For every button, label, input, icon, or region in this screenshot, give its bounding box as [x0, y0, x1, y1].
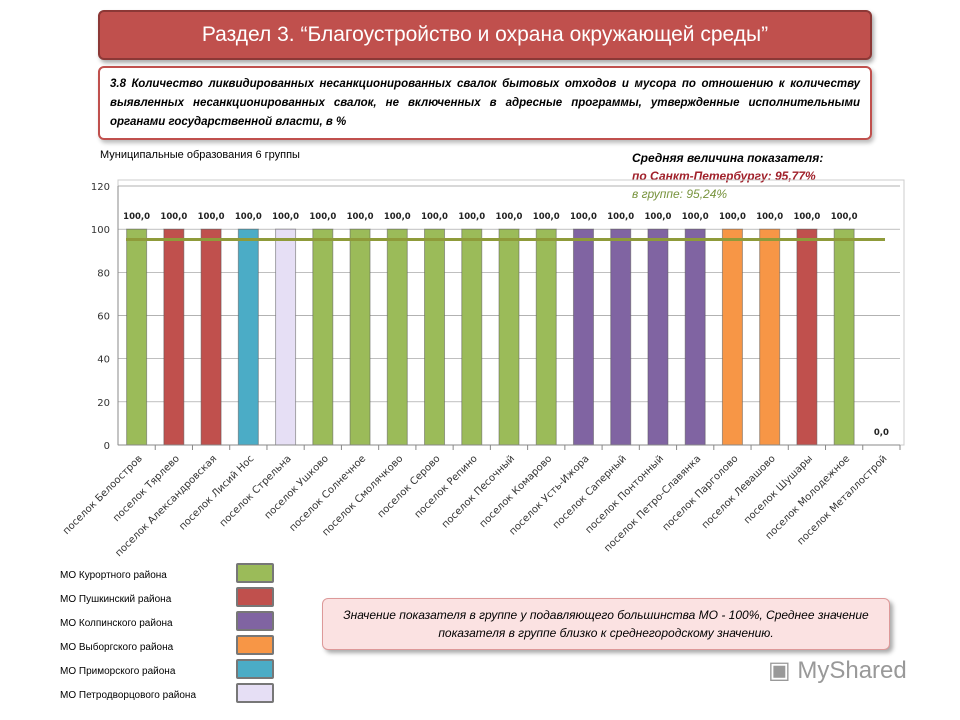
- logo: ▣ MyShared: [768, 657, 907, 684]
- data-label: 100,0: [309, 212, 336, 222]
- legend-label: МО Петродворцового района: [60, 690, 197, 701]
- bar: [572, 228, 594, 446]
- bar: [498, 228, 520, 446]
- legend-swatch: [236, 611, 274, 631]
- x-tick-label: поселок Стрельна: [218, 453, 294, 529]
- legend-swatch: [236, 563, 274, 583]
- bar: [461, 228, 483, 446]
- bar: [275, 228, 297, 446]
- y-tick-label: 40: [97, 355, 110, 366]
- bar: [126, 228, 148, 446]
- bar: [721, 228, 743, 446]
- bar: [237, 228, 259, 446]
- x-tick-label: поселок Левашово: [700, 453, 778, 531]
- note-box: Значение показателя в группе у подавляющ…: [322, 598, 890, 650]
- y-tick-label: 60: [97, 312, 110, 323]
- y-tick-label: 100: [91, 225, 110, 236]
- y-tick-label: 80: [97, 268, 110, 279]
- data-label: 100,0: [719, 212, 746, 222]
- data-label: 100,0: [235, 212, 262, 222]
- x-tick-label: поселок Тярлево: [111, 453, 182, 524]
- data-label: 100,0: [607, 212, 634, 222]
- legend-swatch: [236, 659, 274, 679]
- legend-label: МО Выборгского района: [60, 642, 174, 653]
- logo-text: MyShared: [797, 657, 907, 684]
- bar: [684, 228, 706, 446]
- x-tick-label: поселок Песочный: [440, 453, 517, 530]
- data-label: 100,0: [160, 212, 187, 222]
- group-label: Муниципальные образования 6 группы: [100, 149, 300, 161]
- bar: [796, 228, 818, 446]
- data-label: 100,0: [793, 212, 820, 222]
- data-label: 100,0: [570, 212, 597, 222]
- data-label: 100,0: [198, 212, 225, 222]
- x-tick-label: поселок Ушково: [263, 453, 331, 521]
- x-tick-label: поселок Серово: [376, 453, 443, 520]
- legend-label: МО Пушкинский района: [60, 594, 172, 605]
- bar: [424, 228, 446, 446]
- bar: [386, 228, 408, 446]
- page-title: Раздел 3. “Благоустройство и охрана окру…: [98, 10, 872, 60]
- x-tick-label: поселок Саперный: [551, 453, 629, 531]
- bar: [535, 228, 557, 446]
- legend-label: МО Курортного района: [60, 570, 167, 581]
- data-label: 100,0: [831, 212, 858, 222]
- legend-swatch: [236, 635, 274, 655]
- legend-swatch: [236, 683, 274, 703]
- average-heading: Средняя величина показателя:: [632, 151, 824, 165]
- bar: [349, 228, 371, 446]
- x-tick-label: поселок Репино: [413, 453, 480, 520]
- legend-swatch: [236, 587, 274, 607]
- data-label: 100,0: [458, 212, 485, 222]
- data-label: 100,0: [682, 212, 709, 222]
- data-label: 100,0: [272, 212, 299, 222]
- data-label: 100,0: [496, 212, 523, 222]
- bar: [759, 228, 781, 446]
- bar: [200, 228, 222, 446]
- legend-label: МО Колпинского района: [60, 618, 173, 629]
- indicator-description: 3.8 Количество ликвидированных несанкцио…: [98, 66, 872, 140]
- average-group: в группе: 95,24%: [632, 187, 728, 201]
- bar: [833, 228, 855, 446]
- bar: [647, 228, 669, 446]
- data-label: 100,0: [756, 212, 783, 222]
- bar: [610, 228, 632, 446]
- data-label: 100,0: [645, 212, 672, 222]
- x-tick-label: поселок Комарово: [478, 453, 555, 530]
- x-tick-label: поселок Парголово: [661, 453, 741, 533]
- data-label: 100,0: [123, 212, 150, 222]
- data-label: 100,0: [384, 212, 411, 222]
- data-label: 100,0: [421, 212, 448, 222]
- x-tick-label: поселок Шушары: [742, 453, 815, 526]
- y-tick-label: 0: [104, 441, 110, 452]
- bar: [163, 228, 185, 446]
- bar: [312, 228, 334, 446]
- data-label: 0,0: [874, 428, 889, 438]
- legend-label: МО Приморского района: [60, 666, 176, 677]
- data-label: 100,0: [347, 212, 374, 222]
- data-label: 100,0: [533, 212, 560, 222]
- x-tick-label: поселок Лисий Нос: [177, 453, 256, 532]
- y-tick-label: 20: [97, 398, 110, 409]
- y-tick-label: 120: [91, 182, 110, 193]
